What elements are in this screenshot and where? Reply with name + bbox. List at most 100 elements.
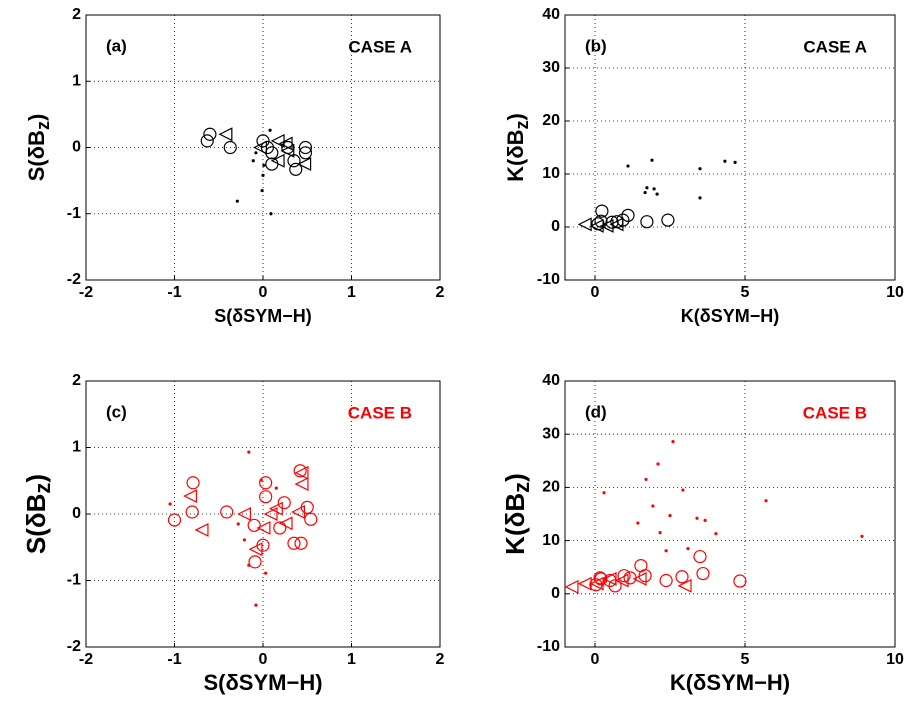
dot-marker bbox=[251, 159, 255, 163]
annotation: CASE A bbox=[803, 37, 867, 56]
triangle-marker bbox=[297, 157, 312, 172]
dot-marker bbox=[254, 151, 258, 155]
y-tick-label: 40 bbox=[542, 372, 560, 389]
y-axis-label: K(δBz) bbox=[503, 113, 532, 182]
circle-marker bbox=[220, 505, 234, 519]
y-axis-label-part: z bbox=[509, 482, 534, 493]
plot-area bbox=[565, 381, 895, 647]
axes-box bbox=[85, 380, 441, 648]
triangle-marker bbox=[256, 520, 271, 535]
dot-marker bbox=[262, 163, 266, 167]
axes-box bbox=[564, 14, 896, 281]
circle-marker bbox=[259, 476, 273, 490]
dot-marker bbox=[686, 546, 690, 551]
dot-marker bbox=[264, 571, 268, 575]
x-tick-label: -2 bbox=[79, 651, 93, 668]
y-tick-label: 2 bbox=[72, 6, 81, 23]
dot-marker bbox=[671, 440, 675, 444]
dot-marker bbox=[235, 199, 239, 203]
x-tick-label: -2 bbox=[79, 284, 93, 301]
dot-marker bbox=[643, 190, 647, 195]
circle-marker bbox=[605, 215, 619, 229]
circle-marker bbox=[621, 208, 635, 222]
circle-marker bbox=[273, 521, 287, 535]
dot-marker bbox=[254, 603, 258, 607]
dot-marker bbox=[269, 212, 273, 216]
triangle-marker bbox=[609, 217, 624, 232]
y-tick-label: -10 bbox=[537, 638, 560, 655]
y-axis-label-part: ) bbox=[24, 114, 49, 121]
circle-marker bbox=[167, 513, 182, 527]
dot-marker bbox=[636, 521, 640, 525]
y-axis-label: S(δBz) bbox=[24, 114, 53, 182]
dot-marker bbox=[723, 159, 727, 163]
y-tick-label: -1 bbox=[67, 572, 81, 589]
y-axis-label-part: z bbox=[30, 483, 55, 494]
dot-marker bbox=[733, 160, 737, 164]
triangle-marker bbox=[291, 505, 305, 519]
circle-marker bbox=[608, 579, 622, 593]
x-tick-label: 1 bbox=[347, 284, 356, 301]
dot-marker bbox=[645, 186, 649, 190]
triangle-marker bbox=[677, 578, 692, 593]
x-tick-label: 1 bbox=[347, 651, 356, 668]
panel: 0 5 10 -10 0 10 20 30 40 K(δSYM−H) K(δBz) (d) CASE B bbox=[500, 372, 904, 695]
y-axis-label-part: ) bbox=[500, 473, 530, 482]
plot-area bbox=[565, 15, 895, 280]
circle-marker bbox=[256, 134, 270, 148]
dot-marker bbox=[652, 187, 656, 191]
triangle-marker bbox=[632, 571, 647, 586]
triangle-marker bbox=[270, 153, 285, 168]
axes-box bbox=[564, 380, 896, 648]
dot-marker bbox=[644, 477, 648, 482]
dot-marker bbox=[656, 462, 660, 466]
axes-box bbox=[85, 14, 441, 281]
x-tick-label: 10 bbox=[886, 651, 904, 668]
y-tick-label: 10 bbox=[542, 532, 560, 549]
x-tick-label: 0 bbox=[591, 651, 600, 668]
y-axis-label-part: S(δB bbox=[21, 494, 51, 555]
dot-marker bbox=[703, 518, 707, 522]
y-axis-label-part: ) bbox=[21, 474, 51, 483]
triangle-marker bbox=[194, 522, 209, 537]
circle-marker bbox=[277, 496, 291, 510]
circle-marker bbox=[223, 140, 237, 155]
circle-marker bbox=[595, 204, 609, 218]
circle-marker bbox=[289, 162, 303, 176]
circle-marker bbox=[260, 140, 275, 155]
y-axis-label-part: S(δB bbox=[24, 130, 49, 181]
circle-marker bbox=[693, 549, 707, 564]
x-tick-label: -1 bbox=[167, 284, 181, 301]
y-tick-label: 40 bbox=[542, 6, 560, 23]
x-tick-label: -1 bbox=[167, 651, 181, 668]
annotation: CASE B bbox=[348, 403, 412, 422]
dot-marker bbox=[260, 188, 264, 193]
dot-marker bbox=[860, 534, 864, 538]
triangle-marker bbox=[218, 127, 233, 142]
circle-marker bbox=[594, 214, 608, 228]
circle-marker bbox=[247, 518, 261, 532]
circle-marker bbox=[203, 127, 217, 141]
circle-marker bbox=[659, 573, 673, 588]
x-tick-label: 2 bbox=[436, 284, 445, 301]
circle-marker bbox=[293, 464, 307, 478]
triangle-marker bbox=[577, 217, 592, 232]
panel-label: (a) bbox=[106, 36, 127, 55]
circle-marker bbox=[298, 140, 313, 155]
y-tick-label: 1 bbox=[72, 439, 81, 456]
y-tick-label: 0 bbox=[551, 218, 560, 235]
x-tick-label: 0 bbox=[591, 284, 600, 301]
circle-marker bbox=[200, 134, 214, 148]
x-axis-label: K(δSYM−H) bbox=[681, 306, 779, 326]
triangle-marker bbox=[263, 507, 278, 521]
circle-marker bbox=[696, 566, 710, 581]
y-tick-label: 30 bbox=[542, 425, 560, 442]
triangle-marker bbox=[237, 507, 252, 521]
circle-marker bbox=[594, 572, 608, 586]
x-axis-label: S(δSYM−H) bbox=[203, 670, 322, 695]
x-tick-label: 5 bbox=[741, 284, 750, 301]
dot-marker bbox=[650, 158, 654, 162]
dot-marker bbox=[698, 196, 702, 200]
dot-marker bbox=[602, 491, 606, 495]
panel-label: (b) bbox=[585, 36, 607, 55]
